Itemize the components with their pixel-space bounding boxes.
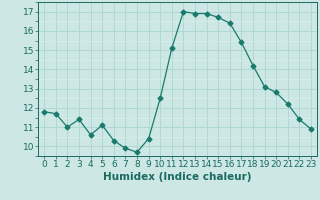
X-axis label: Humidex (Indice chaleur): Humidex (Indice chaleur) — [103, 172, 252, 182]
